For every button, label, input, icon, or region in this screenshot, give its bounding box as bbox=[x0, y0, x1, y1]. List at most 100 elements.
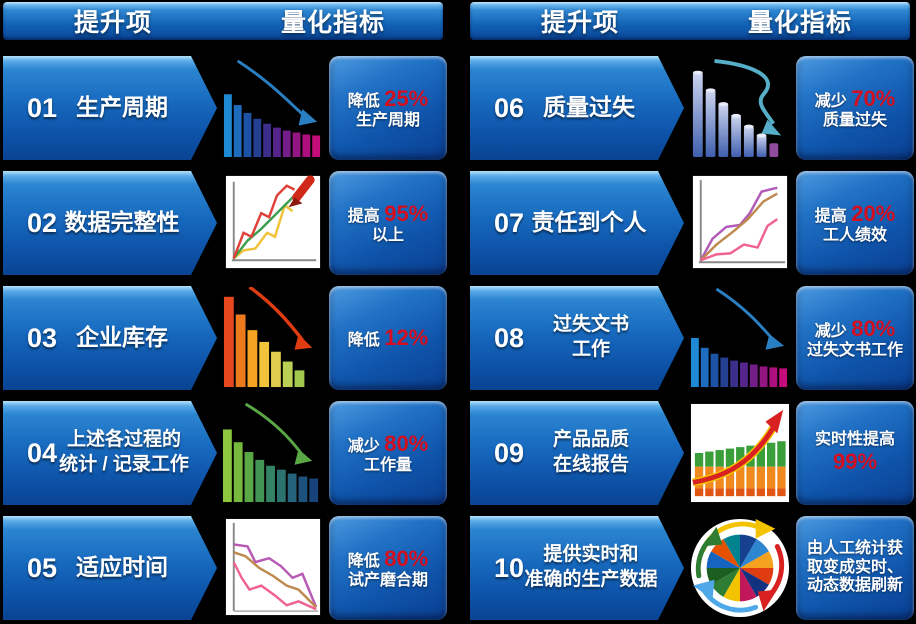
metric-value: 80% bbox=[384, 430, 429, 456]
line-chart-rising-icon bbox=[692, 175, 788, 269]
metric-line1: 降低 25% bbox=[348, 86, 429, 112]
metric-text-line1: 由人工统计获 bbox=[806, 539, 903, 557]
metric-line1: 降低 12% bbox=[348, 325, 429, 351]
metric-prefix: 提高 bbox=[814, 207, 852, 225]
chart-cell-08 bbox=[684, 286, 796, 390]
row-07: 07 责任到个人 提高 20% bbox=[470, 171, 916, 275]
metric-box-07: 提高 20% 工人绩效 bbox=[796, 171, 914, 275]
row-06: 06 质量过失 bbox=[470, 56, 916, 160]
item-banner-03: 03 企业库存 bbox=[3, 286, 217, 390]
item-label-line1: 质量过失 bbox=[543, 94, 636, 121]
chart-cell-09 bbox=[684, 401, 796, 505]
item-banner-05: 05 适应时间 bbox=[3, 516, 217, 620]
metric-line2: 以上 bbox=[372, 227, 404, 246]
metric-box-10: 由人工统计获 取变成实时、 动态数据刷新 bbox=[796, 516, 914, 620]
cylinder-bar-chart-declining-blue-icon bbox=[692, 58, 782, 158]
item-label: 质量过失 bbox=[524, 93, 654, 123]
header-quantified-metrics: 量化指标 bbox=[280, 9, 385, 37]
metric-line3: 动态数据刷新 bbox=[807, 577, 903, 596]
header-improvement-items: 提升项 bbox=[540, 9, 619, 37]
item-label-line2: 准确的生产数据 bbox=[524, 569, 658, 590]
item-number: 01 bbox=[27, 92, 58, 123]
metric-box-05: 降低 80% 试产磨合期 bbox=[329, 516, 447, 620]
right-rows: 06 质量过失 bbox=[470, 56, 916, 620]
metric-line1: 减少 70% bbox=[815, 86, 896, 112]
cycle-pie-wheel-icon bbox=[690, 518, 790, 618]
metric-box-04: 减少 80% 工作量 bbox=[329, 401, 447, 505]
chart-cell-05 bbox=[217, 516, 329, 620]
metric-box-01: 降低 25% 生产周期 bbox=[329, 56, 447, 160]
item-banner-02: 02 数据完整性 bbox=[3, 171, 217, 275]
bar-chart-declining-blue-magenta-icon bbox=[690, 287, 788, 388]
left-header-bar: 提升项 量化指标 bbox=[3, 2, 443, 40]
chart-cell-01 bbox=[217, 56, 329, 160]
header-quantified-metrics: 量化指标 bbox=[747, 9, 852, 37]
metric-line2: 生产周期 bbox=[356, 112, 420, 131]
item-label: 生产周期 bbox=[57, 93, 187, 123]
row-05: 05 适应时间 降低 80% bbox=[3, 516, 458, 620]
metric-prefix: 降低 bbox=[347, 332, 385, 350]
chart-cell-07 bbox=[684, 171, 796, 275]
bar-chart-declining-green-icon bbox=[222, 402, 319, 503]
metric-value: 70% bbox=[851, 85, 896, 111]
item-label: 适应时间 bbox=[57, 553, 187, 583]
item-label: 数据完整性 bbox=[57, 208, 187, 238]
item-label-line1: 过失文书 bbox=[553, 314, 630, 336]
metric-value: 80% bbox=[384, 545, 429, 571]
metric-line2: 质量过失 bbox=[823, 112, 887, 131]
header-improvement-items: 提升项 bbox=[73, 9, 152, 37]
item-banner-08: 08 过失文书 工作 bbox=[470, 286, 684, 390]
chart-cell-02 bbox=[217, 171, 329, 275]
metric-line2: 99% bbox=[833, 449, 877, 475]
item-number: 04 bbox=[27, 437, 58, 468]
metric-line1: 提高 95% bbox=[348, 201, 429, 227]
metric-suffix: 质量过失 bbox=[822, 111, 887, 129]
item-number: 06 bbox=[494, 92, 525, 123]
metric-value: 25% bbox=[384, 85, 429, 111]
row-02: 02 数据完整性 bbox=[3, 171, 458, 275]
metric-prefix: 实时性提高 bbox=[814, 430, 895, 448]
item-label: 产品品质 在线报告 bbox=[524, 428, 658, 477]
metric-value: 12% bbox=[384, 325, 429, 351]
item-number: 02 bbox=[27, 207, 58, 238]
metric-suffix: 工人绩效 bbox=[822, 226, 887, 244]
right-header-bar: 提升项 量化指标 bbox=[470, 2, 910, 40]
chart-cell-03 bbox=[217, 286, 329, 390]
metric-line1: 实时性提高 bbox=[815, 431, 895, 450]
line-chart-rising-pencil-icon bbox=[225, 175, 321, 269]
item-label: 责任到个人 bbox=[524, 208, 654, 238]
metric-suffix: 生产周期 bbox=[355, 111, 420, 129]
metric-line1: 由人工统计获 bbox=[807, 540, 903, 559]
metric-line2: 工作量 bbox=[364, 457, 412, 476]
item-label: 上述各过程的 统计 / 记录工作 bbox=[57, 428, 191, 477]
metric-prefix: 提高 bbox=[347, 207, 385, 225]
right-column: 提升项 量化指标 06 质量过失 bbox=[458, 2, 916, 624]
metric-prefix: 减少 bbox=[814, 322, 852, 340]
item-label-line2: 统计 / 记录工作 bbox=[59, 454, 189, 475]
metric-text-line3: 动态数据刷新 bbox=[806, 577, 903, 595]
item-label-line2: 工作 bbox=[572, 339, 611, 360]
item-number: 10 bbox=[494, 552, 525, 583]
chart-cell-04 bbox=[217, 401, 329, 505]
item-banner-06: 06 质量过失 bbox=[470, 56, 684, 160]
left-rows: 01 生产周期 bbox=[3, 56, 458, 620]
item-number: 03 bbox=[27, 322, 58, 353]
metric-suffix: 工作量 bbox=[363, 456, 412, 474]
item-banner-01: 01 生产周期 bbox=[3, 56, 217, 160]
metric-line2: 取变成实时、 bbox=[807, 559, 903, 578]
metric-line1: 减少 80% bbox=[348, 431, 429, 457]
line-chart-declining-icon bbox=[225, 518, 321, 616]
metric-prefix: 减少 bbox=[347, 437, 385, 455]
row-09: 09 产品品质 在线报告 bbox=[470, 401, 916, 505]
metric-value: 99% bbox=[832, 449, 878, 475]
metric-line2: 工人绩效 bbox=[823, 227, 887, 246]
metric-value: 95% bbox=[384, 200, 429, 226]
item-number: 08 bbox=[494, 322, 525, 353]
item-label-line1: 责任到个人 bbox=[531, 209, 647, 236]
chart-cell-06 bbox=[684, 56, 796, 160]
item-label-line1: 生产周期 bbox=[76, 94, 169, 121]
item-number: 09 bbox=[494, 437, 525, 468]
item-label: 过失文书 工作 bbox=[524, 313, 658, 362]
metric-text-line2: 取变成实时、 bbox=[806, 558, 903, 576]
